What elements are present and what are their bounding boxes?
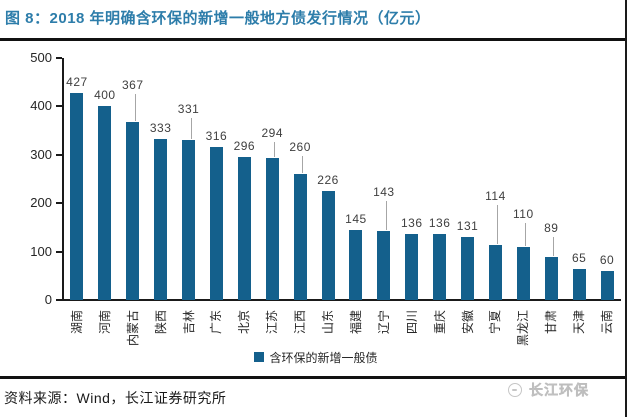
bar	[600, 270, 614, 300]
bar-value-label: 294	[261, 125, 284, 140]
x-category-label: 四川	[404, 309, 419, 334]
brand-watermark: 长江环保	[508, 380, 589, 400]
bar	[433, 234, 447, 300]
y-axis-tick	[56, 153, 62, 156]
bar-value-label: 333	[149, 120, 172, 135]
bar-value-label: 136	[428, 216, 451, 231]
x-category-label: 云南	[600, 309, 615, 334]
source-note: 资料来源：Wind，长江证券研究所	[4, 390, 227, 406]
leader-line	[553, 236, 555, 256]
bar	[377, 230, 391, 300]
bar	[544, 256, 558, 300]
y-axis-tick	[56, 299, 62, 301]
x-category-label: 湖南	[69, 309, 84, 334]
bar	[182, 139, 196, 300]
x-category-label: 江苏	[265, 309, 280, 334]
bar	[572, 268, 586, 300]
leader-line	[385, 200, 387, 230]
bar	[70, 93, 84, 300]
bar	[265, 157, 279, 300]
bar-value-label: 296	[233, 138, 256, 153]
bar	[209, 147, 223, 300]
y-tick-label: 200	[30, 195, 52, 211]
bar	[321, 190, 335, 300]
brand-watermark-text: 长江环保	[529, 382, 589, 398]
x-category-label: 广东	[209, 309, 224, 334]
bar-value-label: 226	[317, 172, 339, 187]
x-category-label: 安徽	[460, 309, 475, 334]
x-category-label: 北京	[237, 309, 252, 334]
y-tick-label: 500	[30, 50, 52, 65]
y-tick-label: 400	[30, 98, 52, 114]
y-axis-tick	[56, 105, 62, 108]
bar-value-label: 143	[373, 184, 395, 199]
leader-line	[190, 117, 192, 139]
bar-value-label: 427	[66, 75, 88, 90]
bar-value-label: 114	[485, 188, 506, 203]
bar-value-label: 145	[345, 211, 367, 226]
x-category-label: 福建	[348, 309, 363, 334]
leader-line	[302, 156, 304, 174]
bar	[461, 236, 475, 300]
y-axis-tick	[56, 57, 62, 59]
figure-title: 图 8：2018 年明确含环保的新增一般地方债发行情况（亿元）	[5, 10, 431, 27]
bar	[488, 244, 502, 300]
y-axis-tick	[56, 202, 62, 205]
bar	[405, 234, 419, 300]
x-category-label: 重庆	[432, 309, 447, 334]
chart-legend: 含环保的新增一般债	[0, 349, 632, 365]
bar-value-label: 60	[599, 252, 615, 267]
bar-value-label: 136	[400, 216, 423, 231]
figure-bottom-divider	[0, 376, 627, 379]
x-category-label: 陕西	[153, 309, 168, 334]
bar-value-label: 110	[513, 206, 534, 221]
x-axis-line	[62, 299, 621, 301]
bar	[98, 106, 112, 300]
brand-logo-icon	[508, 383, 522, 397]
bar-value-label: 131	[456, 218, 479, 233]
y-tick-label: 0	[44, 292, 52, 307]
legend-swatch-icon	[254, 352, 265, 362]
x-category-label: 河南	[97, 309, 112, 334]
leader-line	[134, 94, 136, 122]
bar-value-label: 367	[121, 78, 144, 93]
bar-value-label: 331	[177, 101, 200, 116]
x-category-label: 天津	[572, 309, 587, 334]
legend-label: 含环保的新增一般债	[269, 350, 378, 365]
bar-value-label: 400	[94, 88, 116, 103]
x-category-label: 甘肃	[544, 309, 559, 334]
bar	[237, 156, 251, 300]
x-category-label: 黑龙江	[516, 309, 531, 346]
leader-line	[525, 222, 527, 246]
bar	[126, 122, 140, 300]
y-axis-tick	[56, 250, 62, 253]
y-tick-label: 100	[30, 243, 52, 259]
x-category-label: 江西	[293, 309, 308, 334]
page-right-border	[625, 0, 627, 417]
bar	[154, 138, 168, 300]
x-category-label: 吉林	[181, 309, 196, 334]
x-category-label: 宁夏	[488, 309, 503, 334]
leader-line	[497, 204, 499, 244]
bar-value-label: 260	[289, 140, 311, 155]
bar-chart: 0 100 200 300 400 500 427 400 367 333 331 316 296 29…	[0, 45, 632, 375]
leader-line	[274, 141, 276, 157]
title-divider	[0, 38, 627, 41]
bar	[349, 229, 363, 300]
bar	[293, 174, 307, 300]
x-category-label: 辽宁	[376, 309, 391, 334]
bar-value-label: 65	[571, 250, 587, 265]
bar	[516, 246, 530, 300]
y-tick-label: 300	[30, 146, 52, 162]
bar-value-label: 316	[205, 129, 228, 144]
x-category-label: 内蒙古	[125, 309, 140, 346]
y-axis-line	[62, 58, 64, 301]
x-category-label: 山东	[321, 309, 336, 334]
bar-value-label: 89	[544, 220, 559, 235]
